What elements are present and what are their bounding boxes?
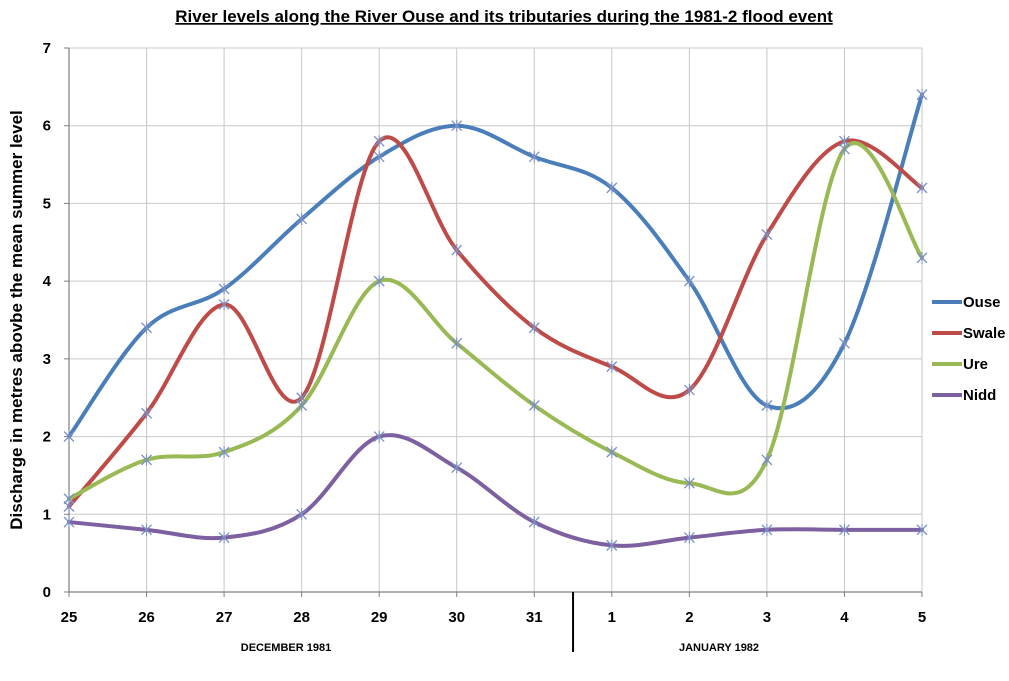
- x-tick-label: 31: [526, 609, 543, 626]
- series-lines: [67, 92, 924, 548]
- data-point-swale: [683, 383, 695, 396]
- data-point-ure: [141, 453, 153, 466]
- y-tick-label: 7: [43, 40, 51, 57]
- data-point-swale: [373, 135, 385, 148]
- data-point-ouse: [838, 337, 850, 350]
- x-tick-label: 25: [61, 609, 78, 626]
- chart-title: River levels along the River Ouse and it…: [175, 7, 833, 26]
- legend-item-swale: Swale: [932, 325, 1006, 342]
- data-point-nidd: [838, 523, 850, 536]
- data-point-nidd: [296, 508, 308, 521]
- x-tick-label: 2: [685, 609, 693, 626]
- y-tick-label: 3: [43, 351, 51, 368]
- data-point-nidd: [916, 523, 928, 536]
- data-point-nidd: [451, 461, 463, 474]
- data-point-ure: [838, 143, 850, 156]
- y-tick-label: 0: [43, 584, 51, 601]
- x-tick-label: 27: [216, 609, 233, 626]
- data-point-nidd: [218, 531, 230, 544]
- legend: Ouse Swale Ure Nidd: [932, 294, 1006, 404]
- data-point-ouse: [63, 430, 75, 443]
- data-point-ouse: [606, 181, 618, 194]
- data-point-swale: [528, 321, 540, 334]
- y-tick-label: 2: [43, 429, 51, 446]
- y-tick-label: 5: [43, 195, 51, 212]
- gridlines: [68, 47, 923, 593]
- data-point-swale: [218, 298, 230, 311]
- data-point-ouse: [373, 150, 385, 163]
- data-point-nidd: [373, 430, 385, 443]
- data-point-ure: [218, 446, 230, 459]
- data-point-ouse: [761, 399, 773, 412]
- data-point-ure: [916, 251, 928, 264]
- series-line-swale: [67, 135, 924, 509]
- series-line-ouse: [67, 92, 924, 439]
- data-point-ouse: [296, 212, 308, 225]
- y-tick-label: 6: [43, 118, 51, 135]
- x-tick-label: 1: [608, 609, 616, 626]
- data-point-swale: [141, 407, 153, 420]
- data-point-ouse: [141, 321, 153, 334]
- series-line-nidd: [67, 433, 924, 548]
- data-point-ouse: [218, 282, 230, 295]
- y-tick-labels: 0 1 2 3 4 5 6 7: [43, 40, 52, 601]
- data-point-ouse: [528, 150, 540, 163]
- y-tick-label: 1: [43, 506, 51, 523]
- x-tick-label: 28: [293, 609, 310, 626]
- x-tick-label: 30: [448, 609, 465, 626]
- data-point-swale: [451, 244, 463, 257]
- legend-item-ouse: Ouse: [932, 294, 1001, 311]
- data-point-swale: [606, 360, 618, 373]
- data-point-ure: [683, 477, 695, 490]
- x-tick-label: 3: [763, 609, 771, 626]
- period-label-december: DECEMBER 1981: [241, 642, 331, 654]
- x-tick-label: 4: [840, 609, 849, 626]
- data-point-nidd: [683, 531, 695, 544]
- data-point-nidd: [141, 523, 153, 536]
- data-point-ure: [761, 453, 773, 466]
- data-point-ure: [606, 446, 618, 459]
- x-tick-label: 29: [371, 609, 388, 626]
- x-tick-label: 5: [918, 609, 926, 626]
- data-point-nidd: [761, 523, 773, 536]
- period-label-january: JANUARY 1982: [679, 642, 759, 654]
- data-point-ure: [528, 399, 540, 412]
- data-point-nidd: [528, 516, 540, 529]
- data-point-ure: [451, 337, 463, 350]
- data-point-nidd: [63, 516, 75, 529]
- data-point-ure: [373, 275, 385, 288]
- x-tick-labels: 25 26 27 28 29 30 31 1 2 3 4 5: [61, 609, 927, 626]
- data-point-swale: [916, 181, 928, 194]
- data-point-ure: [63, 492, 75, 505]
- legend-label: Nidd: [963, 387, 996, 404]
- data-point-ouse: [683, 275, 695, 288]
- data-point-swale: [761, 228, 773, 241]
- data-point-ouse: [451, 119, 463, 132]
- data-point-ure: [296, 399, 308, 412]
- y-tick-label: 4: [43, 273, 52, 290]
- x-tick-label: 26: [138, 609, 155, 626]
- legend-item-nidd: Nidd: [932, 387, 996, 404]
- series-line-ure: [67, 141, 924, 501]
- data-point-ouse: [916, 88, 928, 101]
- legend-item-ure: Ure: [932, 356, 988, 373]
- legend-label: Ure: [963, 356, 988, 373]
- data-point-nidd: [606, 539, 618, 552]
- legend-label: Swale: [963, 325, 1006, 342]
- y-axis-label: Discharge in metres abovbe the mean summ…: [7, 110, 26, 530]
- series-markers: [63, 88, 928, 552]
- legend-label: Ouse: [963, 294, 1001, 311]
